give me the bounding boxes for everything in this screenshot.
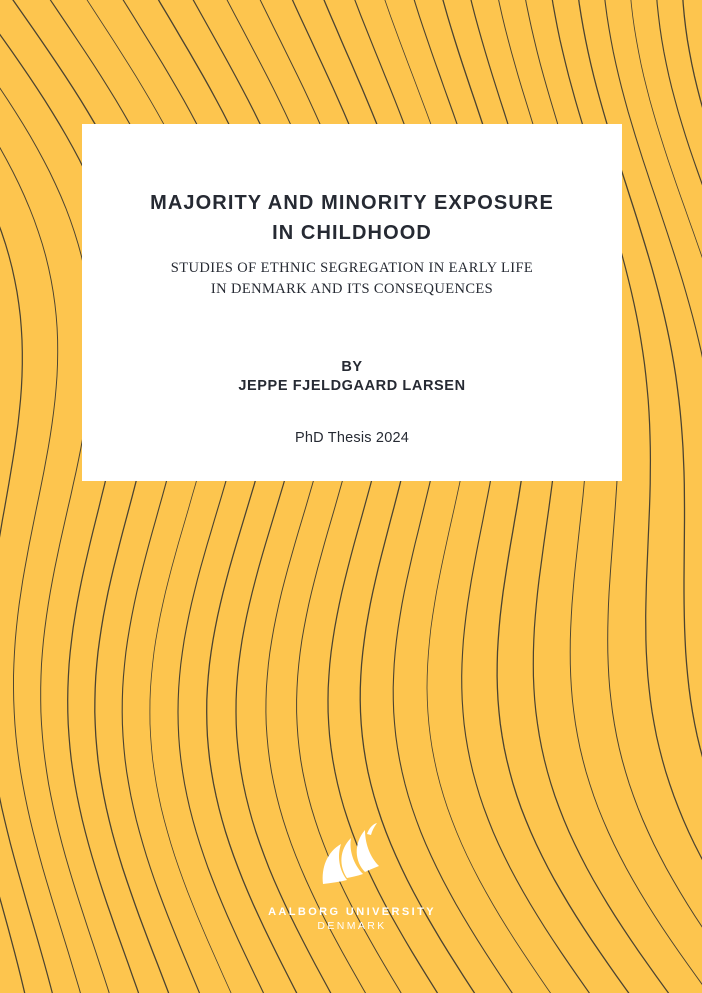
wave-line (0, 226, 53, 993)
university-country: DENMARK (317, 920, 387, 932)
thesis-type-year: PhD Thesis 2024 (295, 430, 409, 446)
thesis-title: MAJORITY AND MINORITY EXPOSURE IN CHILDH… (82, 188, 622, 248)
aalborg-university-wave-logo-icon (322, 823, 379, 884)
wave-line (604, 0, 702, 359)
by-label: BY (341, 359, 363, 375)
wave-line (0, 896, 26, 993)
thesis-title-line-2: IN CHILDHOOD (272, 222, 432, 244)
wave-line (656, 0, 702, 186)
wave-line (0, 146, 81, 993)
university-name: AALBORG UNIVERSITY (268, 906, 436, 918)
thesis-subtitle: STUDIES OF ETHNIC SEGREGATION IN EARLY L… (82, 258, 622, 300)
title-panel: MAJORITY AND MINORITY EXPOSURE IN CHILDH… (82, 124, 622, 481)
author-name: JEPPE FJELDGAARD LARSEN (238, 378, 466, 394)
wave-line (630, 0, 702, 259)
thesis-title-line-1: MAJORITY AND MINORITY EXPOSURE (150, 192, 554, 214)
university-logo: AALBORG UNIVERSITY DENMARK (252, 822, 452, 932)
wave-line (0, 87, 110, 993)
thesis-subtitle-line-2: IN DENMARK AND ITS CONSEQUENCES (210, 281, 494, 297)
wave-line (0, 33, 140, 993)
thesis-subtitle-line-1: STUDIES OF ETHNIC SEGREGATION IN EARLY L… (170, 260, 534, 276)
